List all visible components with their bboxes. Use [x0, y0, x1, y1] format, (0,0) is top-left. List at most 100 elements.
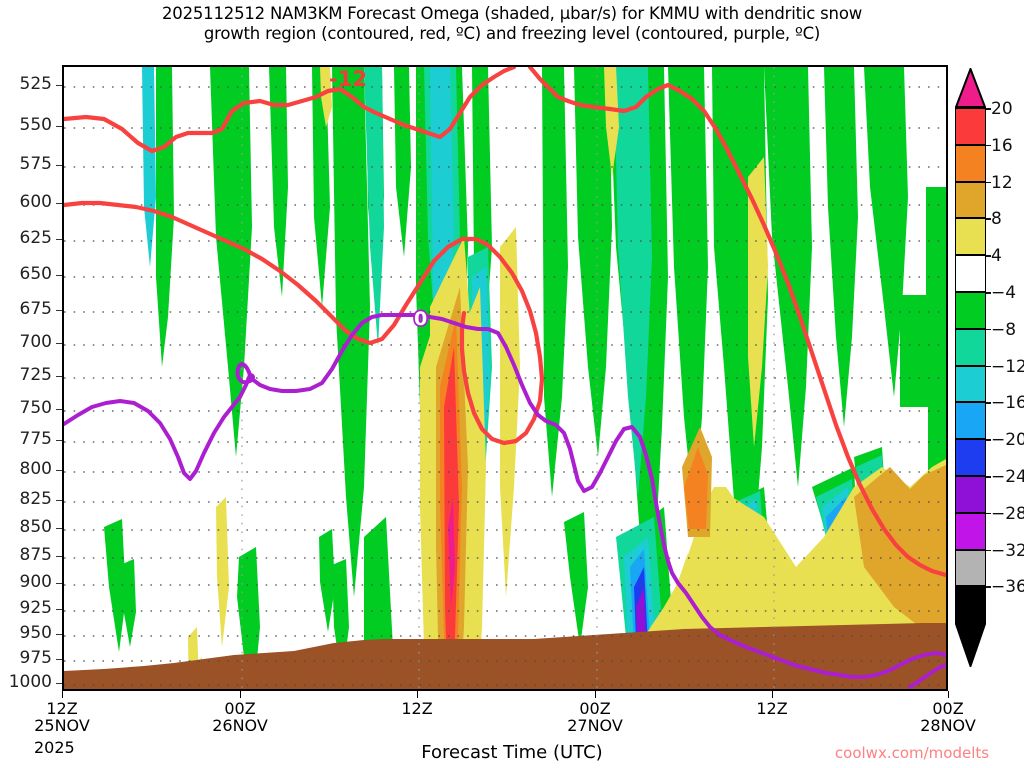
colorbar-tick-mark [986, 144, 991, 147]
y-axis-tick-label: 850 [19, 517, 52, 537]
colorbar-tick-mark [986, 292, 991, 294]
x-axis-tick-label: 12Z [712, 700, 832, 717]
x-tick-time: 00Z [224, 699, 256, 718]
colorbar-bottom-arrow [955, 623, 986, 668]
x-axis-title: Forecast Time (UTC) [421, 742, 603, 763]
omega-band-pink [448, 497, 455, 607]
grid-lines-vertical [241, 67, 775, 689]
colorbar: 20 16 12 8 4 −4 −8 −12 −16 −20 −24 −28 −32 −36 [955, 68, 1024, 690]
x-axis-tick-mark [417, 691, 418, 698]
y-axis-tick-label: 600 [19, 192, 52, 212]
x-axis-year-label: 2025 [34, 738, 75, 757]
contour-label-zero: 0 [414, 308, 427, 330]
title-line-1: 2025112512 NAM3KM Forecast Omega (shaded… [161, 4, 863, 23]
y-axis-tick-mark [56, 470, 62, 471]
colorbar-segment [955, 328, 986, 366]
x-tick-time: 00Z [932, 699, 964, 718]
colorbar-tick-mark [986, 365, 991, 368]
colorbar-tick-mark [986, 108, 991, 110]
x-axis-tick-mark [772, 691, 773, 698]
watermark: coolwx.com/modelts [834, 744, 990, 762]
contour-label-group: -12 0 [329, 67, 429, 332]
y-axis-tick-label: 675 [19, 299, 52, 319]
page-title: 2025112512 NAM3KM Forecast Omega (shaded… [0, 4, 1024, 44]
colorbar-tick-mark [986, 476, 991, 478]
x-axis-tick-label: 00Z 28NOV [888, 700, 1008, 734]
y-axis-tick-label: 750 [19, 398, 52, 418]
x-tick-date: 28NOV [920, 716, 976, 735]
x-axis-tick-label: 00Z 27NOV [535, 700, 655, 734]
colorbar-tick-label: −16 [991, 393, 1024, 414]
colorbar-tick-label: −32 [991, 540, 1024, 561]
colorbar-segment [955, 549, 986, 587]
y-axis-tick-label: 525 [19, 74, 52, 94]
y-axis-tick-mark [56, 275, 62, 276]
y-axis-tick-mark [56, 634, 62, 635]
colorbar-tick-label: 4 [991, 246, 1002, 267]
y-axis-tick-label: 725 [19, 365, 52, 385]
colorbar-tick-mark [986, 439, 991, 441]
y-axis-tick-label: 1000 [8, 672, 52, 692]
y-axis-tick-mark [56, 500, 62, 501]
colorbar-tick-mark [986, 586, 991, 588]
freezing-level-contour [64, 313, 946, 689]
y-axis-tick-label: 625 [19, 228, 52, 248]
colorbar-segment [955, 108, 986, 145]
x-axis-tick-label: 12Z [357, 700, 477, 717]
dendritic-snow-growth-contour [64, 67, 946, 578]
colorbar-tick-label: −8 [991, 319, 1017, 340]
y-axis-tick-mark [56, 85, 62, 86]
colorbar-segment [955, 181, 986, 219]
y-axis-tick-mark [56, 683, 62, 684]
colorbar-segment [955, 365, 986, 403]
colorbar-tick-label: −36 [991, 577, 1024, 598]
colorbar-segment [955, 292, 986, 329]
y-axis-tick-label: 900 [19, 572, 52, 592]
y-axis-tick-mark [56, 126, 62, 127]
colorbar-tick-label: 8 [991, 209, 1002, 230]
colorbar-tick-label: −28 [991, 503, 1024, 524]
y-axis-tick-mark [56, 583, 62, 584]
y-axis-tick-label: 975 [19, 648, 52, 668]
y-axis-tick-label: 775 [19, 429, 52, 449]
colorbar-tick-mark [986, 402, 991, 404]
x-tick-time: 12Z [401, 699, 433, 718]
y-axis-tick-mark [56, 556, 62, 557]
y-axis-tick-label: 575 [19, 154, 52, 174]
x-axis-tick-label: 00Z 26NOV [180, 700, 300, 734]
colorbar-tick-mark [986, 512, 991, 515]
y-axis-tick-mark [56, 310, 62, 311]
colorbar-segment [955, 476, 986, 513]
colorbar-tick-label: −24 [991, 467, 1024, 487]
colorbar-tick-label: −4 [991, 283, 1017, 303]
y-axis-tick-mark [56, 376, 62, 377]
x-tick-date: 27NOV [567, 716, 623, 735]
chart-plot-area: -12 0 [62, 65, 948, 691]
y-axis-tick-label: 650 [19, 264, 52, 284]
y-axis-tick-label: 825 [19, 489, 52, 509]
colorbar-tick-label: 12 [991, 172, 1013, 193]
x-tick-time: 12Z [756, 699, 788, 718]
y-axis-tick-mark [56, 528, 62, 529]
colorbar-segment [955, 218, 986, 256]
y-axis-tick-label: 800 [19, 459, 52, 479]
y-axis-tick-mark [56, 165, 62, 166]
y-axis-tick-mark [56, 343, 62, 344]
colorbar-segment [955, 439, 986, 476]
y-axis-tick-mark [56, 409, 62, 410]
contour-label-minus12: -12 [329, 67, 367, 91]
y-axis-tick-label: 550 [19, 115, 52, 135]
x-tick-date: 25NOV [34, 716, 90, 735]
y-axis-tick-label: 875 [19, 545, 52, 565]
x-axis-tick-mark [948, 691, 949, 698]
x-axis-tick-mark [595, 691, 596, 698]
y-axis-tick-label: 950 [19, 623, 52, 643]
y-axis-tick-mark [56, 239, 62, 240]
y-axis-tick-mark [56, 609, 62, 610]
colorbar-segment [955, 512, 986, 550]
colorbar-tick-label: −12 [991, 356, 1024, 377]
colorbar-tick-mark [986, 549, 991, 552]
y-axis-tick-label: 925 [19, 598, 52, 618]
colorbar-segment [955, 144, 986, 182]
x-tick-time: 00Z [579, 699, 611, 718]
